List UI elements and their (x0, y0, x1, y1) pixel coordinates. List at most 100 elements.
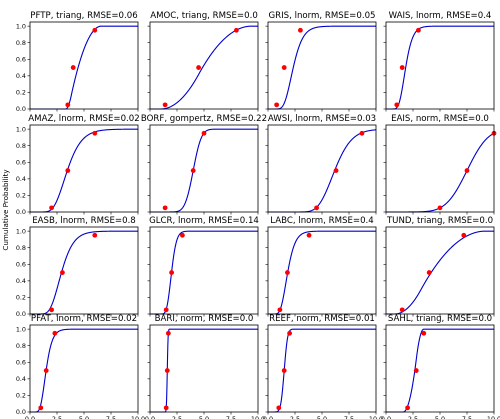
x-tick-label: 7.5 (462, 415, 472, 419)
quantile-point (274, 102, 280, 108)
cdf-curve (386, 328, 494, 413)
y-tick-label: 1.0 (16, 22, 26, 30)
y-tick-label: 0.0 (16, 408, 26, 416)
quantile-point (287, 330, 292, 336)
x-tick-label: 0.0 (25, 415, 35, 419)
quantile-point (60, 270, 65, 275)
y-tick-label: 0.6 (16, 158, 26, 166)
quantile-point (92, 232, 98, 238)
quantile-point (162, 102, 168, 108)
y-tick-label: 0.2 (16, 192, 26, 200)
cdf-curve (268, 230, 376, 315)
quantile-point (281, 65, 287, 70)
y-tick-label: 0.4 (16, 72, 26, 80)
panel-bari: BARI, norm, RMSE=0.00.02.55.07.510.0GMST… (145, 314, 265, 419)
cdf-curve (30, 230, 138, 315)
y-tick-label: 1.0 (16, 325, 26, 333)
x-tick-label: 10.0 (251, 415, 265, 419)
cdf-curve (150, 128, 258, 213)
y-tick-label: 0.0 (16, 105, 26, 113)
cdf-curve (386, 25, 494, 110)
cdf-curve (268, 129, 377, 213)
axes-frame (267, 226, 377, 315)
cdf-curve (268, 328, 376, 413)
y-tick-label: 1.0 (16, 125, 26, 133)
y-tick-label: 0.2 (16, 392, 26, 400)
x-tick-label: 7.5 (106, 415, 116, 419)
quantile-point (201, 130, 207, 136)
x-tick-label: 2.5 (290, 415, 300, 419)
cdf-curve (386, 132, 495, 213)
quantile-point (437, 205, 443, 211)
x-tick-label: 5.0 (435, 415, 445, 419)
quantile-point (306, 232, 312, 238)
panel-title: GLCR, lnorm, RMSE=0.14 (149, 216, 259, 226)
panel-title: BARI, norm, RMSE=0.0 (155, 314, 254, 324)
axes-frame (29, 21, 139, 110)
panel-amoc: AMOC, triang, RMSE=0.0 (147, 11, 259, 112)
cdf-curve (30, 128, 138, 213)
quantile-point (169, 270, 175, 275)
cdf-curve (30, 328, 138, 413)
quantile-point (52, 330, 58, 336)
panel-glcr: GLCR, lnorm, RMSE=0.14 (147, 216, 259, 317)
quantile-point (405, 405, 410, 411)
quantile-point (163, 405, 169, 411)
quantile-point (92, 27, 98, 33)
y-tick-label: 0.2 (16, 89, 26, 97)
panel-title: AMOC, triang, RMSE=0.0 (150, 11, 258, 21)
panel-amaz: AMAZ, lnorm, RMSE=0.02 0.0 0.2 0.4 0.6 0.8 1.0 (16, 114, 140, 216)
panel-eais: EAIS, norm, RMSE=0.0 (383, 114, 497, 215)
panel-title: LABC, lnorm, RMSE=0.4 (270, 216, 374, 226)
x-tick-label: 2.5 (52, 415, 62, 419)
y-axis-label: Cumulative Probability (1, 169, 10, 251)
panel-grid: PFTP, triang, RMSE=0.06 0.0 0.2 0.4 0.6 0.8 1.… (16, 11, 500, 419)
y-tick-label: 0.6 (16, 55, 26, 63)
quantile-point (426, 270, 432, 275)
y-tick-label: 0.8 (16, 244, 26, 252)
panel-title: GRIS, lnorm, RMSE=0.05 (269, 11, 376, 21)
panel-title: AMAZ, lnorm, RMSE=0.02 (28, 114, 139, 124)
quantile-point (281, 368, 287, 373)
cdf-curve (150, 230, 258, 315)
axes-frame (385, 324, 495, 413)
panel-borf: BORF, gompertz, RMSE=0.22 (141, 114, 267, 215)
panel-title: SAHL, triang, RMSE=0.0 (388, 314, 492, 324)
quantile-point (49, 205, 54, 211)
cdf-curve (386, 230, 494, 315)
quantile-point (399, 307, 405, 313)
y-tick-label: 0.4 (16, 375, 26, 383)
x-tick-label: 5.0 (199, 415, 209, 419)
quantile-point (65, 168, 71, 173)
quantile-point (464, 168, 470, 173)
quantile-point (276, 405, 282, 411)
quantile-point (399, 65, 405, 70)
quantile-point (190, 168, 196, 173)
y-tick-label: 0.0 (16, 310, 26, 318)
panel-title: WAIS, lnorm, RMSE=0.4 (389, 11, 492, 21)
panel-easb: EASB, lnorm, RMSE=0.8 0.0 0.2 0.4 0.6 0.8 1.0 (16, 216, 139, 318)
quantile-point (49, 307, 54, 313)
panel-title: AWSI, lnorm, RMSE=0.03 (268, 114, 376, 124)
quantile-point (359, 130, 365, 136)
y-tick-label: 0.6 (16, 260, 26, 268)
quantile-point (285, 270, 290, 275)
axes-frame (149, 124, 259, 213)
quantile-point (461, 232, 467, 238)
panel-title: PFAT, lnorm, RMSE=0.02 (31, 314, 137, 324)
x-tick-label: 0.0 (145, 415, 155, 419)
panel-title: REEF, norm, RMSE=0.01 (269, 314, 375, 324)
axes-frame (385, 124, 495, 213)
quantile-point (314, 205, 319, 211)
panel-wais: WAIS, lnorm, RMSE=0.4 (383, 11, 495, 112)
quantile-point (277, 307, 283, 313)
quantile-point (180, 232, 185, 238)
x-tick-label: 0.0 (263, 415, 273, 419)
quantile-point (421, 330, 427, 336)
quantile-point (413, 368, 419, 373)
x-tick-label: 2.5 (408, 415, 418, 419)
x-tick-label: 5.0 (79, 415, 89, 419)
x-tick-label: 7.5 (226, 415, 236, 419)
quantile-point (65, 102, 71, 108)
